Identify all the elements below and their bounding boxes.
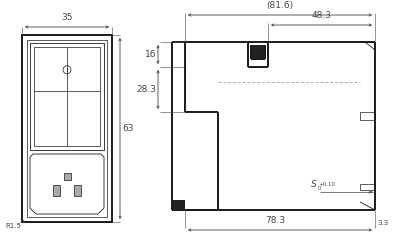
- Text: R1.5: R1.5: [5, 223, 21, 229]
- Text: +0.10: +0.10: [318, 182, 335, 187]
- Bar: [74, 185, 81, 196]
- Polygon shape: [251, 45, 265, 59]
- Bar: [27, 40, 107, 217]
- Bar: [53, 185, 60, 196]
- Text: 28.3: 28.3: [136, 85, 156, 94]
- Text: 35: 35: [61, 13, 73, 22]
- Text: 48.3: 48.3: [312, 11, 332, 20]
- Text: 3.3: 3.3: [377, 220, 388, 226]
- Bar: [360, 112, 375, 120]
- Text: 16: 16: [144, 50, 156, 59]
- Text: (81.6): (81.6): [266, 1, 294, 10]
- Bar: [34, 47, 100, 146]
- Polygon shape: [172, 200, 185, 210]
- Bar: [360, 184, 375, 190]
- Text: S: S: [311, 180, 317, 189]
- Bar: [64, 173, 70, 180]
- Text: 63: 63: [122, 124, 134, 133]
- Text: 0: 0: [318, 186, 322, 191]
- Text: 78.3: 78.3: [265, 216, 285, 225]
- Bar: [30, 43, 104, 150]
